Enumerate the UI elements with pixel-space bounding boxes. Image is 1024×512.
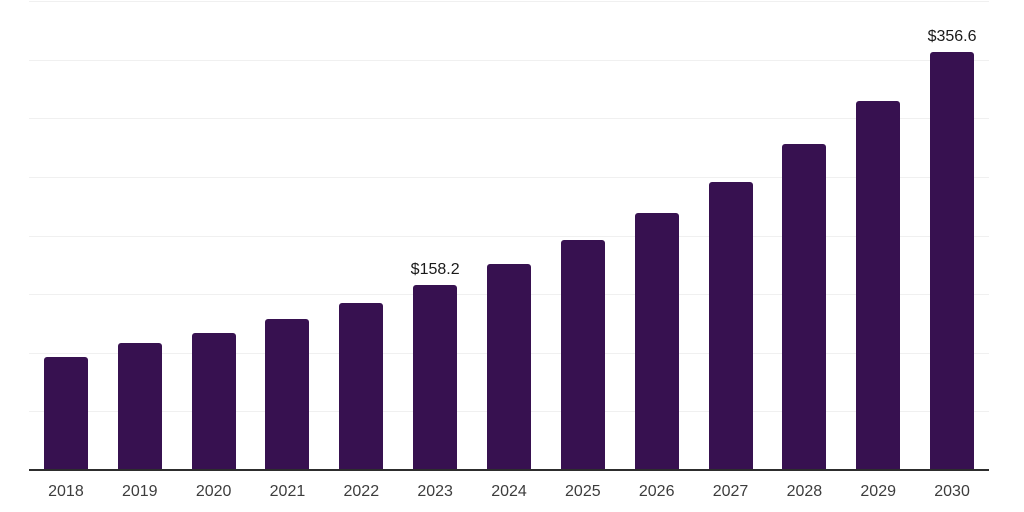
bar-2023: $158.2 xyxy=(411,261,460,470)
value-label-2023: $158.2 xyxy=(410,260,460,278)
x-axis-tick-labels: 2018 2019 2020 2021 2022 2023 2024 2025 2026 2027… xyxy=(29,484,989,500)
bar-slot-2022 xyxy=(324,1,398,470)
bar-slot-2018 xyxy=(29,1,103,470)
x-tick-2024: 2024 xyxy=(491,483,527,500)
bar-2022 xyxy=(339,303,384,470)
bars-container: $158.2 $356.6 xyxy=(29,1,989,470)
bar-slot-2019 xyxy=(103,1,177,470)
x-tick-2019: 2019 xyxy=(121,483,158,500)
x-tick-2020: 2020 xyxy=(195,483,232,500)
bar-2027 xyxy=(708,182,753,470)
bar-slot-2024 xyxy=(472,1,546,470)
x-tick-2025: 2025 xyxy=(565,483,601,500)
x-tick-2023: 2023 xyxy=(417,483,453,500)
value-label-2030: $356.6 xyxy=(927,27,977,45)
bar-2026 xyxy=(634,213,679,470)
bar-slot-2026 xyxy=(620,1,694,470)
bar-slot-2023: $158.2 xyxy=(398,1,472,470)
gridline-300 xyxy=(29,118,989,120)
plot-area: $158.2 $356.6 xyxy=(29,1,989,471)
bar-2018 xyxy=(43,357,88,470)
bar-slot-2025 xyxy=(546,1,620,470)
bar-2020 xyxy=(191,333,236,470)
bar-2019 xyxy=(117,343,162,470)
bar-2025 xyxy=(560,240,605,470)
bar-2021 xyxy=(265,319,310,470)
gridline-200 xyxy=(29,235,989,237)
gridline-250 xyxy=(29,176,989,178)
bar-slot-2027 xyxy=(694,1,768,470)
x-tick-2027: 2027 xyxy=(712,483,749,500)
x-tick-2026: 2026 xyxy=(638,483,675,500)
bar-slot-2028 xyxy=(767,1,841,470)
bar-2024 xyxy=(486,264,531,470)
x-tick-2028: 2028 xyxy=(786,483,823,500)
bar-2028 xyxy=(782,144,827,470)
x-tick-2030: 2030 xyxy=(934,483,970,500)
bar-2030: $356.6 xyxy=(928,28,977,470)
gridline-350 xyxy=(29,59,989,61)
x-tick-2021: 2021 xyxy=(269,483,306,500)
bar-slot-2021 xyxy=(251,1,325,470)
x-tick-2029: 2029 xyxy=(860,483,896,500)
x-axis-line xyxy=(29,469,989,471)
bar-slot-2020 xyxy=(177,1,251,470)
bar-slot-2029 xyxy=(841,1,915,470)
x-tick-2022: 2022 xyxy=(343,483,380,500)
x-tick-2018: 2018 xyxy=(48,483,84,500)
gridline-400 xyxy=(29,1,989,2)
bar-slot-2030: $356.6 xyxy=(915,1,989,470)
bar-2029 xyxy=(856,101,901,470)
